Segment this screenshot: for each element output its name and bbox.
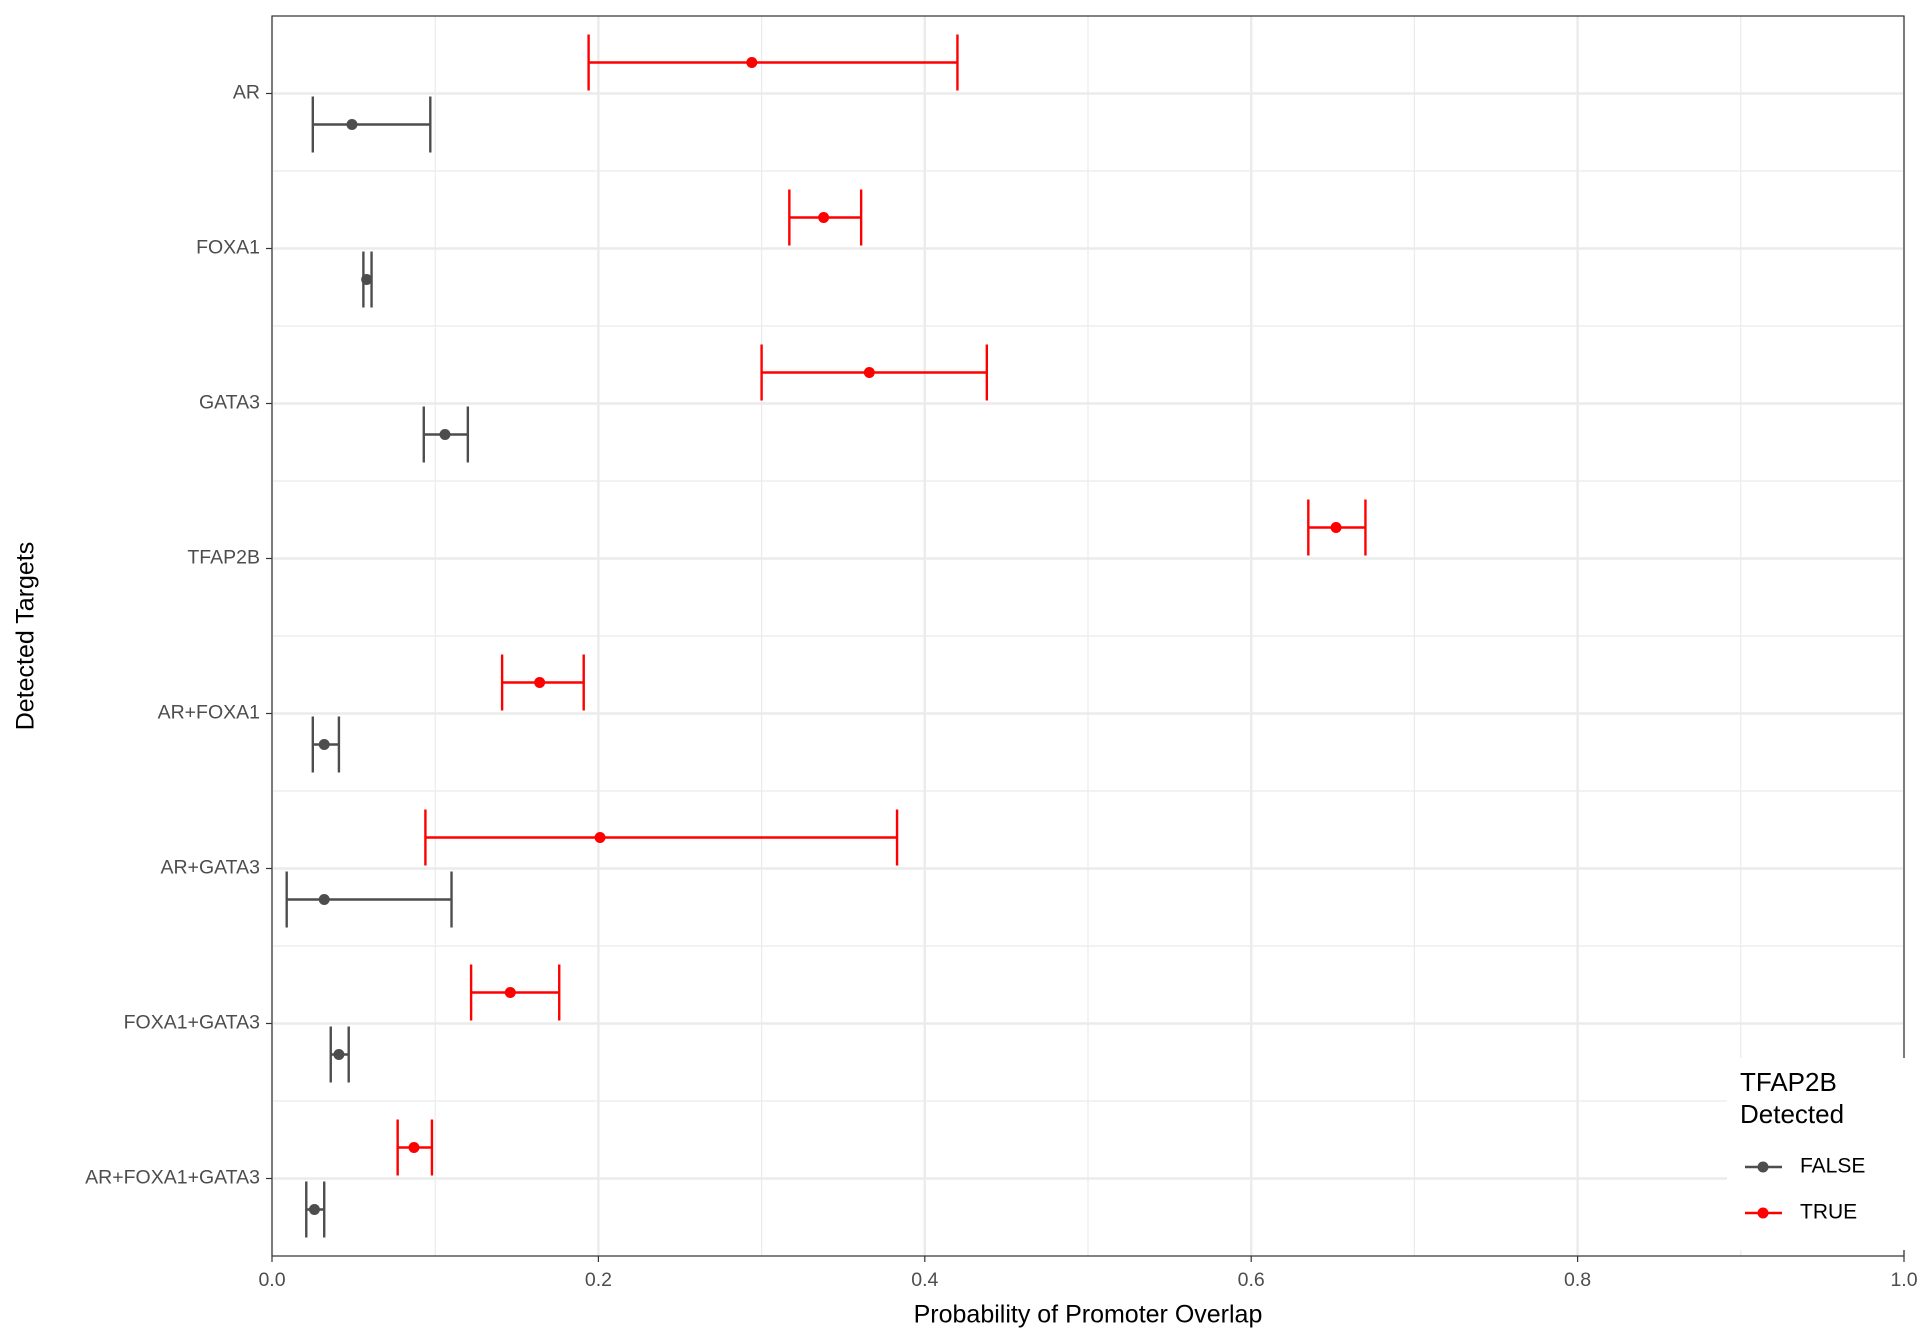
point xyxy=(308,1204,320,1215)
point xyxy=(594,832,606,843)
panel-border xyxy=(271,15,1905,1257)
y-axis-title: Detected Targets xyxy=(12,542,40,731)
point xyxy=(534,677,546,688)
point xyxy=(318,739,330,750)
point xyxy=(333,1049,345,1060)
y-tick-label: AR+FOXA1 xyxy=(158,702,260,724)
point xyxy=(408,1142,420,1153)
y-tick-label: TFAP2B xyxy=(187,547,260,569)
point xyxy=(818,212,830,223)
x-tick-label: 1.0 xyxy=(1890,1269,1917,1291)
point xyxy=(361,274,373,285)
y-tick-label: FOXA1+GATA3 xyxy=(124,1012,260,1034)
point xyxy=(504,987,516,998)
y-tick-label: AR xyxy=(233,82,260,104)
legend-label: TRUE xyxy=(1800,1201,1857,1224)
y-tick-label: FOXA1 xyxy=(196,237,260,259)
y-tick-label: GATA3 xyxy=(199,392,260,414)
x-tick-label: 0.0 xyxy=(258,1269,285,1291)
legend-title: TFAP2B Detected xyxy=(1740,1067,1845,1129)
y-tick-label: AR+FOXA1+GATA3 xyxy=(85,1167,260,1189)
legend-box xyxy=(1727,1058,1920,1250)
x-tick-label: 0.6 xyxy=(1238,1269,1265,1291)
point xyxy=(1330,522,1342,533)
point xyxy=(318,894,330,905)
point xyxy=(439,429,451,440)
legend-label: FALSE xyxy=(1800,1155,1865,1178)
point xyxy=(746,57,758,68)
x-axis-title: Probability of Promoter Overlap xyxy=(914,1301,1263,1329)
x-tick-label: 0.2 xyxy=(585,1269,612,1291)
y-tick-label: AR+GATA3 xyxy=(160,857,260,879)
point xyxy=(346,119,358,130)
legend-key-point xyxy=(1757,1207,1769,1219)
x-tick-label: 0.4 xyxy=(911,1269,938,1291)
point xyxy=(863,367,875,378)
legend-key-point xyxy=(1757,1161,1769,1173)
x-tick-label: 0.8 xyxy=(1564,1269,1591,1291)
